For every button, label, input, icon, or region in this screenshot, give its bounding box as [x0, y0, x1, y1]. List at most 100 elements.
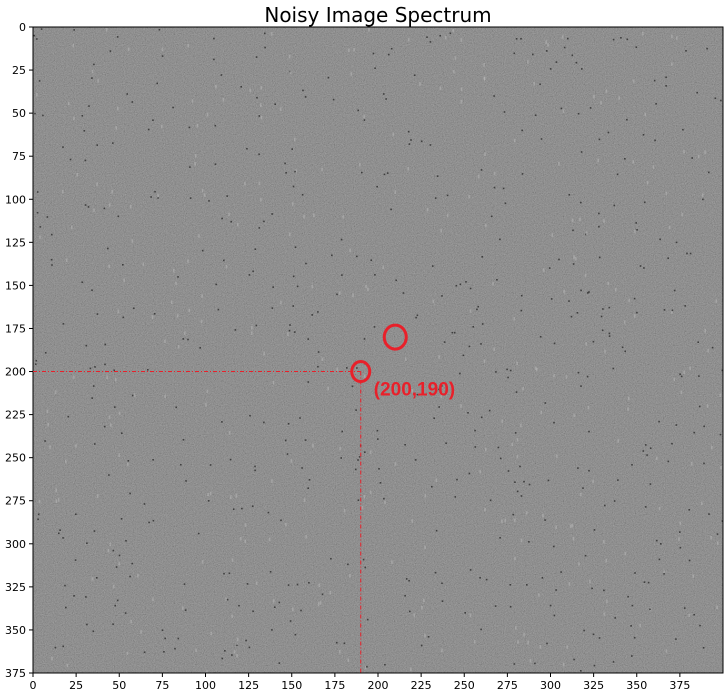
speckle	[157, 197, 159, 199]
speckle	[289, 620, 292, 622]
speckle	[214, 163, 217, 165]
speckle	[525, 511, 528, 515]
speckle	[118, 453, 120, 457]
speckle	[685, 50, 687, 52]
speckle	[420, 644, 423, 647]
speckle	[474, 429, 476, 432]
speckle	[607, 281, 610, 286]
speckle	[62, 537, 64, 539]
speckle	[553, 614, 556, 617]
y-tick-label: 100	[5, 193, 26, 206]
speckle	[249, 414, 251, 417]
speckle	[643, 201, 646, 204]
speckle	[199, 347, 201, 349]
speckle	[502, 187, 505, 190]
speckle	[280, 300, 282, 305]
speckle	[154, 190, 156, 193]
speckle	[656, 456, 658, 461]
speckle	[511, 442, 513, 447]
speckle	[353, 48, 355, 52]
speckle	[408, 143, 411, 145]
speckle	[46, 409, 49, 414]
speckle	[285, 523, 287, 527]
speckle	[108, 474, 110, 476]
speckle	[645, 444, 647, 446]
speckle	[347, 563, 349, 566]
speckle	[230, 220, 232, 223]
speckle	[93, 208, 95, 213]
speckle	[363, 119, 366, 121]
speckle	[507, 376, 509, 379]
speckle	[152, 119, 154, 121]
speckle	[370, 259, 372, 261]
speckle	[520, 294, 523, 297]
speckle	[572, 263, 575, 265]
speckle	[205, 402, 207, 407]
speckle	[509, 606, 512, 608]
speckle	[556, 454, 558, 458]
speckle	[568, 582, 571, 586]
speckle	[592, 340, 595, 343]
speckle	[258, 153, 260, 156]
speckle	[65, 459, 67, 464]
speckle	[655, 103, 657, 105]
speckle	[555, 61, 558, 63]
speckle	[86, 623, 88, 626]
speckle	[601, 329, 604, 332]
speckle	[663, 570, 665, 574]
speckle	[244, 539, 246, 544]
speckle	[631, 604, 634, 607]
speckle	[698, 405, 701, 408]
speckle	[287, 584, 290, 586]
speckle	[133, 307, 135, 310]
speckle	[129, 204, 132, 209]
speckle	[497, 446, 500, 449]
speckle	[612, 38, 615, 41]
speckle	[152, 459, 154, 461]
speckle	[460, 100, 463, 104]
speckle	[522, 386, 524, 391]
speckle	[671, 34, 673, 39]
speckle	[690, 462, 693, 466]
speckle	[152, 519, 155, 522]
speckle	[534, 662, 536, 665]
speckle	[632, 79, 635, 83]
speckle	[361, 505, 364, 510]
speckle	[446, 194, 449, 197]
speckle	[434, 571, 437, 574]
speckle	[124, 612, 127, 614]
speckle	[617, 439, 620, 443]
speckle	[539, 83, 541, 86]
speckle	[170, 300, 173, 305]
speckle	[339, 446, 341, 451]
speckle	[405, 578, 408, 580]
speckle	[719, 433, 722, 436]
speckle	[363, 494, 366, 499]
speckle	[553, 342, 556, 345]
speckle	[187, 44, 189, 48]
speckle	[258, 227, 261, 229]
speckle	[465, 281, 467, 283]
speckle	[109, 542, 112, 546]
speckle	[549, 68, 552, 70]
speckle	[504, 518, 506, 523]
speckle	[453, 69, 455, 74]
speckle	[467, 412, 469, 414]
speckle	[408, 579, 410, 582]
speckle	[285, 172, 287, 174]
speckle	[292, 607, 294, 611]
speckle	[671, 442, 673, 445]
speckle	[701, 501, 703, 506]
speckle	[606, 599, 608, 604]
speckle	[558, 258, 560, 261]
speckle	[631, 655, 633, 657]
speckle	[236, 222, 239, 227]
speckle	[246, 147, 248, 150]
speckle	[673, 289, 676, 292]
speckle	[453, 331, 456, 334]
speckle	[462, 354, 465, 357]
speckle	[378, 468, 380, 470]
speckle	[363, 338, 366, 340]
speckle	[592, 633, 595, 636]
